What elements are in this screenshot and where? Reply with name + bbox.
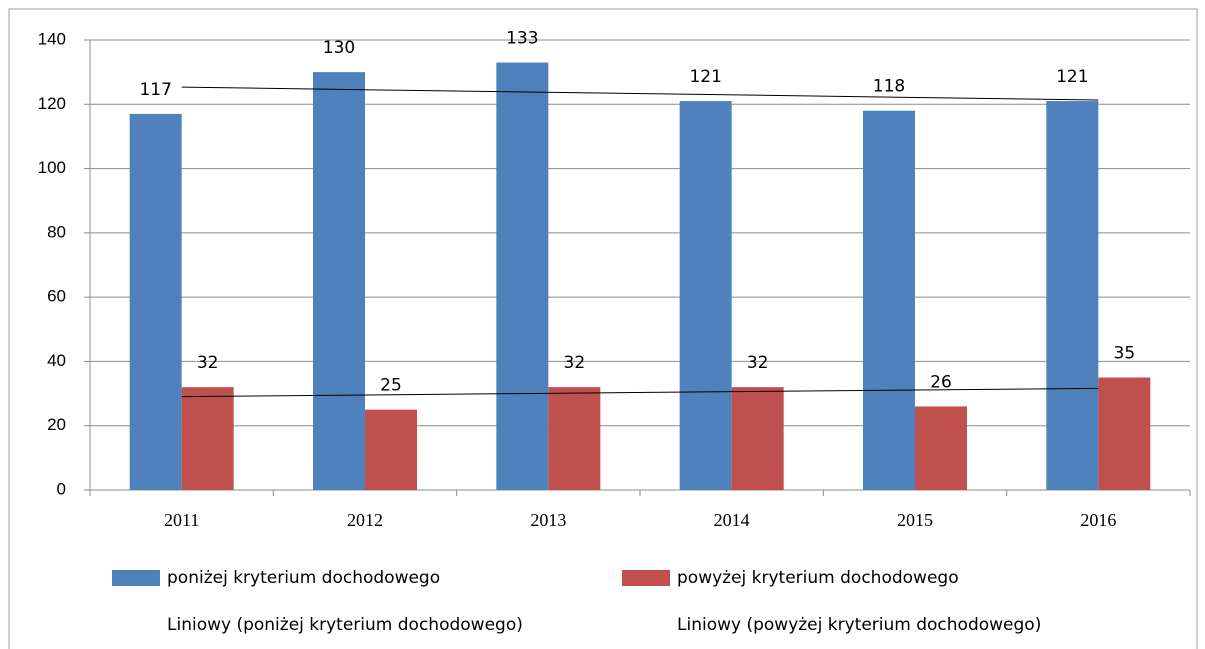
bar	[863, 110, 915, 490]
y-tick-label: 80	[47, 222, 66, 241]
trendline	[181, 86, 1099, 101]
y-tick-label: 140	[38, 29, 66, 48]
data-label: 25	[380, 376, 402, 396]
data-label: 121	[689, 67, 721, 87]
data-label: 121	[1056, 67, 1088, 87]
bar	[679, 101, 732, 491]
y-tick-label: 0	[57, 479, 66, 498]
legend-label: poniżej kryterium dochodowego	[167, 568, 440, 588]
y-tick-label: 100	[38, 158, 66, 177]
y-tick-label: 120	[38, 94, 66, 113]
legend-label: Liniowy (poniżej kryterium dochodowego)	[167, 615, 523, 635]
bar	[313, 72, 365, 491]
x-tick-label: 2013	[530, 510, 566, 530]
bar	[129, 113, 182, 490]
y-tick-label: 40	[47, 351, 66, 370]
bar	[181, 387, 234, 490]
data-label: 32	[747, 353, 769, 373]
bar	[548, 387, 601, 490]
data-label: 133	[506, 29, 538, 49]
y-tick-label: 20	[47, 415, 66, 434]
legend-swatch	[622, 570, 670, 586]
bar	[496, 62, 549, 490]
x-tick-label: 2015	[897, 510, 933, 530]
x-tick-label: 2012	[347, 510, 383, 530]
data-label: 130	[323, 38, 355, 58]
x-tick-label: 2011	[164, 510, 199, 530]
x-tick-label: 2014	[714, 510, 750, 530]
bar	[1098, 377, 1151, 490]
data-label: 32	[197, 353, 219, 373]
x-tick-label: 2016	[1080, 510, 1116, 530]
data-label: 32	[564, 353, 586, 373]
legend-swatch	[112, 570, 160, 586]
data-label: 118	[873, 77, 905, 97]
legend-label: Liniowy (powyżej kryterium dochodowego)	[677, 615, 1041, 635]
bar	[731, 387, 784, 490]
bar	[365, 409, 417, 490]
chart-frame	[8, 8, 1198, 649]
bar	[1046, 101, 1099, 491]
data-label: 117	[139, 80, 171, 100]
bar	[915, 406, 967, 490]
legend-label: powyżej kryterium dochodowego	[677, 568, 959, 588]
y-tick-label: 60	[47, 287, 66, 306]
data-label: 26	[930, 372, 952, 392]
trendline	[181, 387, 1099, 398]
data-label: 35	[1114, 344, 1136, 364]
